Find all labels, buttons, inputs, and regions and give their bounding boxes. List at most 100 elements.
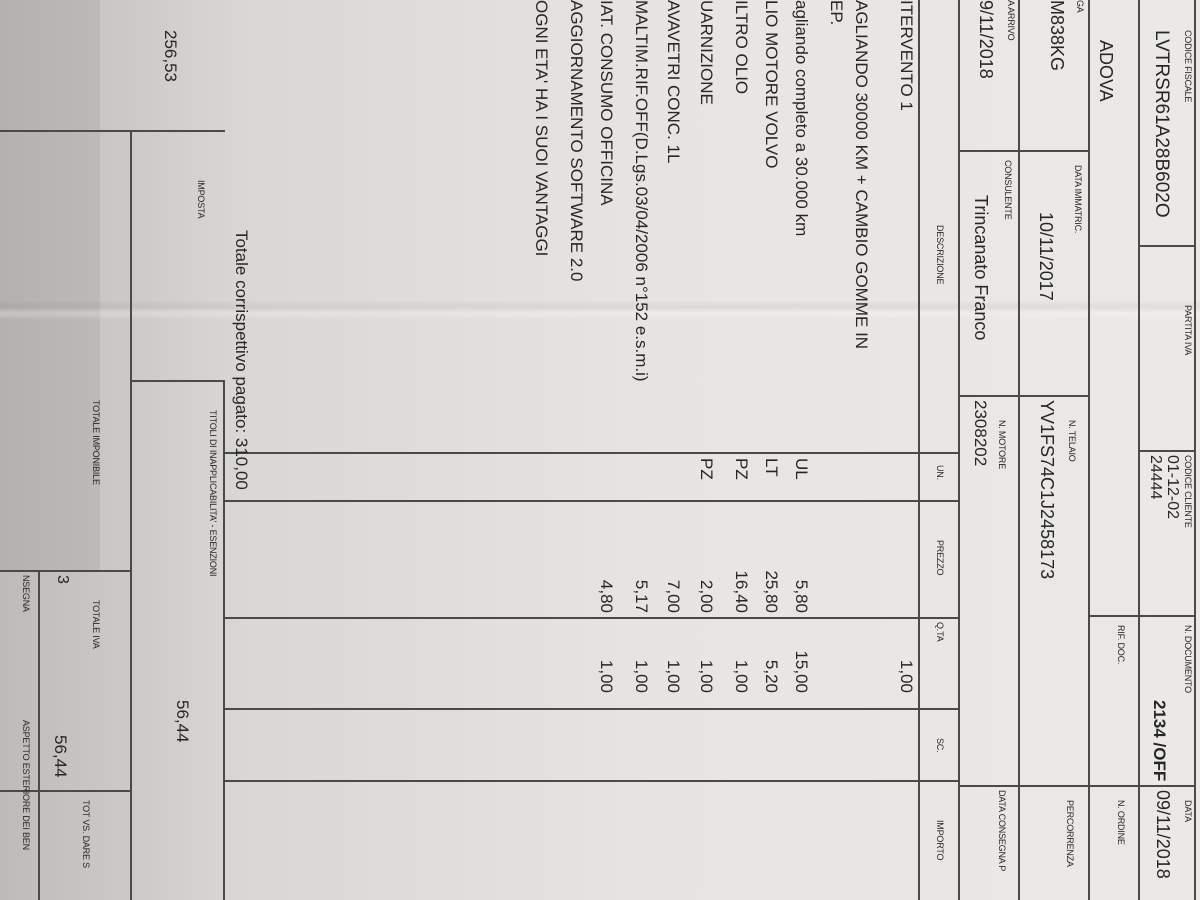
aspetto-label: ASPETTO ESTERIORE DEI BEN bbox=[21, 720, 31, 850]
row-price: 5,17 bbox=[632, 579, 651, 613]
targa-label: GA bbox=[1075, 0, 1085, 13]
col-sc: SC. bbox=[935, 738, 945, 753]
row-price: 2,00 bbox=[697, 579, 716, 613]
tot-vs-dare-label: TOT VS. DARE S bbox=[81, 800, 91, 868]
divider bbox=[960, 150, 1090, 152]
col-prezzo: PREZZO bbox=[935, 540, 945, 576]
row-description: LIO MOTORE VOLVO bbox=[762, 0, 781, 169]
totale-corrispettivo: Totale corrispettivo pagato: 310,00 bbox=[232, 230, 251, 490]
divider bbox=[130, 130, 132, 900]
row-unit: PZ bbox=[697, 458, 716, 480]
divider bbox=[1140, 245, 1196, 247]
data-immatric: 10/11/2017 bbox=[1036, 212, 1056, 301]
row-description: OGNI ETA' HA I SUOI VANTAGGI bbox=[532, 0, 551, 257]
data-label: DATA bbox=[1183, 800, 1193, 822]
row-quantity: 1,00 bbox=[597, 659, 616, 693]
rif-doc-label: RIF. DOC. bbox=[1116, 625, 1126, 665]
targa: M838KG bbox=[1047, 0, 1067, 72]
consulente: Trincanato Franco bbox=[971, 195, 991, 341]
row-quantity: 1,00 bbox=[732, 659, 751, 693]
row-description: AGGIORNAMENTO SOFTWARE 2.0 bbox=[567, 0, 586, 282]
codice-fiscale-label: CODICE FISCALE bbox=[1183, 30, 1193, 103]
divider bbox=[225, 500, 960, 502]
divider bbox=[1090, 615, 1196, 617]
totale-imponibile-value: 3 bbox=[54, 575, 71, 584]
codice-cliente-2: 24444 bbox=[1147, 455, 1164, 500]
col-qta: Q.TA bbox=[935, 622, 945, 642]
row-quantity: 1,00 bbox=[664, 659, 683, 693]
percorrenza-label: PERCORRENZA bbox=[1065, 800, 1075, 867]
n-documento: 2134 /OFF bbox=[1150, 700, 1169, 782]
divider bbox=[38, 570, 40, 900]
row-description: UARNIZIONE bbox=[697, 0, 716, 105]
row-quantity: 1,00 bbox=[697, 659, 716, 693]
row-quantity: 1,00 bbox=[897, 659, 916, 693]
totale-iva-value: 56,44 bbox=[51, 735, 70, 778]
divider bbox=[958, 0, 960, 900]
row-quantity: 5,20 bbox=[762, 659, 781, 693]
city: ADOVA bbox=[1096, 40, 1116, 102]
divider bbox=[0, 130, 225, 132]
col-un: UN. bbox=[935, 465, 945, 480]
imposta-label: IMPOSTA bbox=[196, 180, 206, 219]
row-price: 4,80 bbox=[597, 579, 616, 613]
row-price: 7,00 bbox=[664, 579, 683, 613]
row-price: 25,80 bbox=[762, 570, 781, 613]
divider bbox=[960, 395, 1090, 397]
col-descrizione: DESCRIZIONE bbox=[935, 225, 945, 285]
divider bbox=[1088, 0, 1090, 900]
row-quantity: 1,00 bbox=[632, 659, 651, 693]
divider bbox=[223, 380, 225, 900]
n-telaio: YV1FS74C1J2458173 bbox=[1037, 400, 1057, 580]
partita-iva-label: PARTITA IVA bbox=[1183, 305, 1193, 356]
consegna-label: NSEGNA bbox=[21, 575, 31, 612]
totale-iva-label: TOTALE IVA bbox=[91, 600, 101, 649]
n-ordine-label: N. ORDINE bbox=[1116, 800, 1126, 845]
underlying-paper bbox=[0, 0, 100, 570]
row-description: AGLIANDO 30000 KM + CAMBIO GOMME IN bbox=[852, 0, 871, 350]
divider bbox=[1018, 0, 1020, 900]
titoli-label: TITOLI DI INAPPLICABILITA' - ESENZIONI bbox=[208, 410, 218, 577]
codice-cliente-label: CODICE CLIENTE bbox=[1183, 455, 1193, 528]
row-description: AVAVETRI CONC. 1L bbox=[664, 0, 683, 164]
divider bbox=[0, 570, 132, 572]
row-price: 16,40 bbox=[732, 570, 751, 613]
divider bbox=[225, 708, 960, 710]
row-description: agliando completo a 30.000 km bbox=[792, 0, 811, 237]
divider bbox=[225, 780, 960, 782]
data-arrivo-label: A ARRIVO bbox=[1006, 0, 1016, 41]
divider bbox=[225, 452, 960, 454]
n-documento-label: N. DOCUMENTO bbox=[1183, 625, 1193, 693]
divider bbox=[0, 790, 132, 792]
data-consegna-label: DATA CONSEGNA P bbox=[997, 790, 1007, 872]
imposta-value: 56,44 bbox=[173, 700, 192, 743]
data-immatric-label: DATA IMMATRIC. bbox=[1073, 165, 1083, 234]
divider bbox=[225, 617, 960, 619]
n-motore: 2308202 bbox=[971, 400, 990, 467]
row-unit: PZ bbox=[732, 458, 751, 480]
divider bbox=[960, 785, 1196, 787]
row-unit: LT bbox=[762, 458, 781, 477]
data-arrivo: 9/11/2018 bbox=[976, 0, 996, 79]
n-motore-label: N. MOTORE bbox=[997, 420, 1007, 470]
col-importo: IMPORTO bbox=[935, 820, 945, 861]
totale-imponibile-label: TOTALE IMPONIBILE bbox=[91, 400, 101, 485]
divider bbox=[1140, 450, 1196, 452]
divider bbox=[918, 0, 920, 900]
row-unit: UL bbox=[792, 458, 811, 480]
row-description: MALTIM.RIF.OFF(D.Lgs.03/04/2006 n°152 e.… bbox=[632, 0, 651, 382]
paper-fold bbox=[0, 300, 1200, 320]
row-price: 5,80 bbox=[792, 579, 811, 613]
data: 09/11/2018 bbox=[1153, 790, 1173, 879]
consulente-label: CONSULENTE bbox=[1003, 160, 1013, 220]
row-quantity: 15,00 bbox=[792, 650, 811, 693]
divider bbox=[132, 380, 225, 382]
imponibile-value: 256,53 bbox=[161, 30, 180, 82]
row-description: ITERVENTO 1 bbox=[897, 0, 916, 111]
row-description: IAT. CONSUMO OFFICINA bbox=[597, 0, 616, 206]
n-telaio-label: N. TELAIO bbox=[1067, 420, 1077, 462]
codice-cliente-1: 01-12-02 bbox=[1164, 455, 1181, 520]
codice-fiscale: LVTRSR61A28B602O bbox=[1151, 30, 1172, 218]
row-description: ILTRO OLIO bbox=[732, 0, 751, 95]
